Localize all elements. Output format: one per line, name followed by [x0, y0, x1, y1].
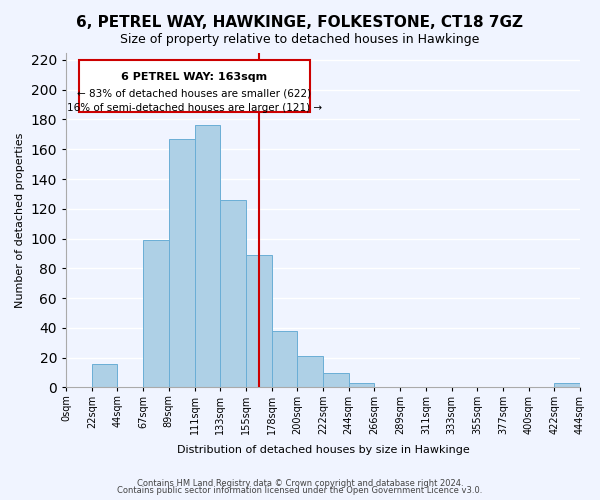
Bar [349, 383, 374, 388]
Text: Contains HM Land Registry data © Crown copyright and database right 2024.: Contains HM Land Registry data © Crown c… [137, 478, 463, 488]
Y-axis label: Number of detached properties: Number of detached properties [15, 132, 25, 308]
Text: 6 PETREL WAY: 163sqm: 6 PETREL WAY: 163sqm [121, 72, 268, 82]
FancyBboxPatch shape [79, 60, 310, 112]
Text: Size of property relative to detached houses in Hawkinge: Size of property relative to detached ho… [121, 32, 479, 46]
Text: Contains public sector information licensed under the Open Government Licence v3: Contains public sector information licen… [118, 486, 482, 495]
Bar [194, 126, 220, 388]
Text: 16% of semi-detached houses are larger (121) →: 16% of semi-detached houses are larger (… [67, 103, 322, 113]
Bar [246, 255, 272, 388]
Text: ← 83% of detached houses are smaller (622): ← 83% of detached houses are smaller (62… [77, 88, 311, 98]
X-axis label: Distribution of detached houses by size in Hawkinge: Distribution of detached houses by size … [176, 445, 469, 455]
Bar [554, 383, 580, 388]
Bar [323, 372, 349, 388]
Bar [143, 240, 169, 388]
Bar [92, 364, 118, 388]
Bar [169, 139, 194, 388]
Text: 6, PETREL WAY, HAWKINGE, FOLKESTONE, CT18 7GZ: 6, PETREL WAY, HAWKINGE, FOLKESTONE, CT1… [77, 15, 523, 30]
Bar [272, 331, 298, 388]
Bar [298, 356, 323, 388]
Bar [220, 200, 246, 388]
